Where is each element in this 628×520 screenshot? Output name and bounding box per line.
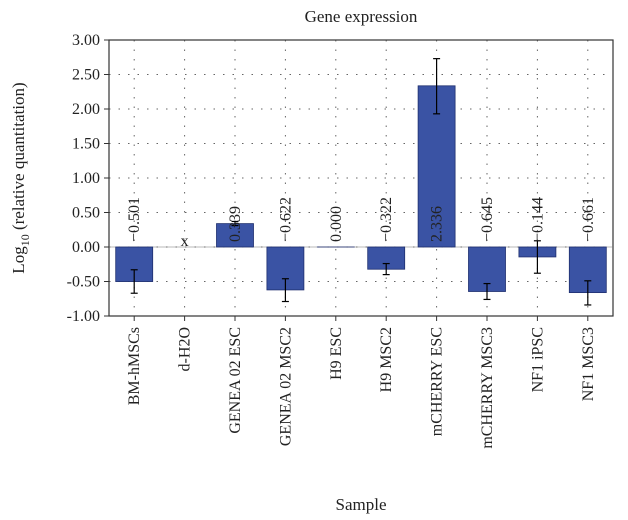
y-tick-label: 2.00: [72, 101, 100, 118]
x-tick-label: mCHERRY MSC3: [479, 327, 496, 449]
data-label: 0.339: [227, 206, 244, 242]
data-label: −0.322: [378, 197, 395, 242]
x-tick-label: H9 ESC: [328, 327, 345, 380]
data-label: −0.645: [479, 197, 496, 242]
y-axis-label-main: Log: [9, 246, 28, 274]
bars: −0.501 x 0.339 −0.622 0.000 −0.322 2.336 −0.645…: [109, 58, 613, 306]
data-label: −0.144: [529, 197, 546, 242]
y-tick-label: 3.00: [72, 32, 100, 49]
x-tick-label: mCHERRY ESC: [429, 327, 446, 436]
data-label: −0.501: [126, 197, 143, 242]
y-tick-label: 1.00: [72, 170, 100, 187]
x-tick-label: d-H2O: [177, 327, 194, 371]
data-label: x: [181, 233, 189, 250]
data-label: −0.661: [580, 197, 597, 242]
y-axis-label: Log10 (relative quantitation): [9, 82, 32, 273]
x-tick-label: H9 MSC2: [378, 327, 395, 392]
data-label: 2.336: [429, 206, 446, 242]
y-tick-label: -1.00: [67, 308, 100, 325]
x-tick-label: GENEA 02 MSC2: [277, 327, 294, 446]
x-tick-label: NF1 iPSC: [529, 327, 546, 392]
y-axis-label-rest: (relative quantitation): [9, 82, 28, 234]
y-axis-label-subscript: 10: [18, 234, 32, 246]
chart-title: Gene expression: [305, 7, 418, 26]
x-tick-label: NF1 MSC3: [580, 327, 597, 401]
x-axis-label: Sample: [336, 495, 387, 514]
x-tick-label: BM-hMSCs: [126, 327, 143, 405]
data-label: 0.000: [328, 206, 345, 242]
y-axis-ticks: 3.00 2.50 2.00 1.50 1.00 0.50 0.00 -0.50 -1.00: [67, 32, 109, 325]
x-axis-ticks: BM-hMSCs d-H2O GENEA 02 ESC GENEA 02 MSC2 H9…: [126, 316, 597, 449]
data-label: −0.622: [277, 197, 294, 242]
y-tick-label: -0.50: [67, 274, 100, 291]
grid-lines: [109, 39, 613, 317]
y-tick-label: 2.50: [72, 67, 100, 84]
y-tick-label: 1.50: [72, 136, 100, 153]
x-tick-label: GENEA 02 ESC: [227, 327, 244, 434]
y-tick-label: 0.00: [72, 239, 100, 256]
y-tick-label: 0.50: [72, 205, 100, 222]
